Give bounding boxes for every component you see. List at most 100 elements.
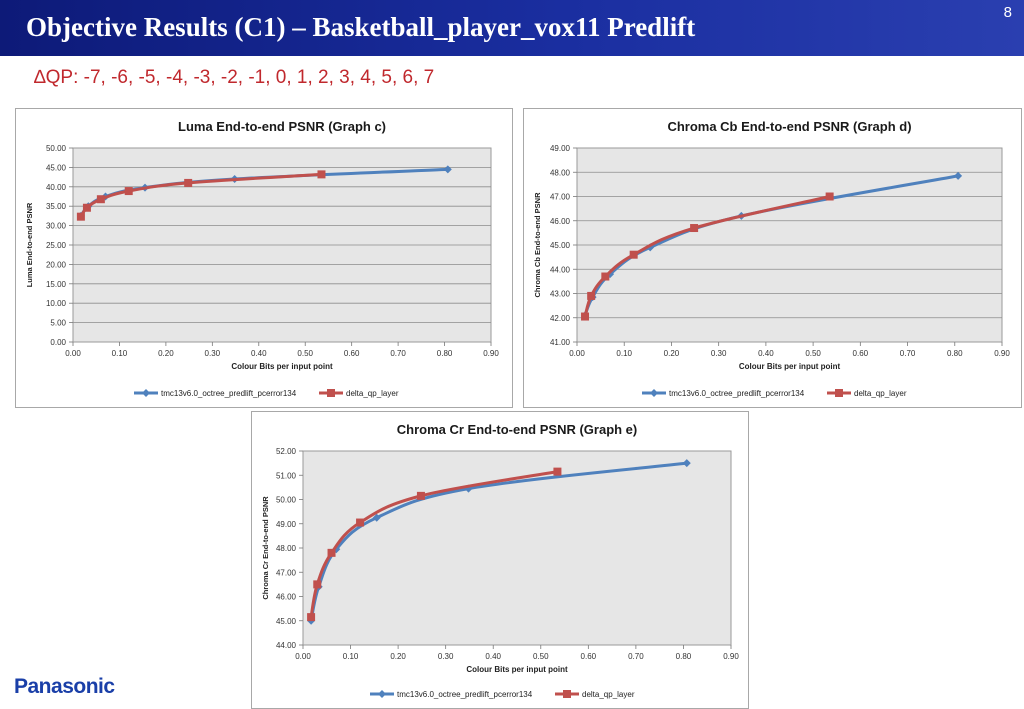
chart-cr-ytick-label: 45.00 <box>276 617 297 626</box>
chart-luma-legend-label-1: tmc13v6.0_octree_predlift_pcerror134 <box>161 389 297 398</box>
chart-luma-xtick-label: 0.90 <box>483 349 499 358</box>
chart-cb-xtick-label: 0.20 <box>664 349 680 358</box>
chart-cr-ytick-label: 48.00 <box>276 544 297 553</box>
chart-cb-legend-label-1: tmc13v6.0_octree_predlift_pcerror134 <box>669 389 805 398</box>
chart-cr-ytick-label: 49.00 <box>276 520 297 529</box>
chart-luma-xtick-label: 0.60 <box>344 349 360 358</box>
chart-cr-xtick-label: 0.20 <box>390 652 406 661</box>
chart-luma-ytick-label: 50.00 <box>46 144 67 153</box>
chroma-cr-psnr-chart: Chroma Cr End-to-end PSNR (Graph e) 44.00… <box>251 411 749 709</box>
chart-cr-xlabel: Colour Bits per input point <box>466 665 568 674</box>
chart-cr-xtick-label: 0.40 <box>485 652 501 661</box>
luma-psnr-chart: Luma End-to-end PSNR (Graph c) 0.00 5.00 10… <box>15 108 513 408</box>
chart-luma-ytick-label: 40.00 <box>46 183 67 192</box>
chart-cr-series-2-point <box>553 467 562 476</box>
chart-cr-ytick-label: 50.00 <box>276 496 297 505</box>
chart-luma-xtick-label: 0.10 <box>112 349 128 358</box>
chart-luma-xtick-label: 0.50 <box>297 349 313 358</box>
chart-luma-ytick-label: 35.00 <box>46 202 67 211</box>
chart-cr-series-2-point <box>356 518 365 527</box>
delta-qp-list: ∆QP: -7, -6, -5, -4, -3, -2, -1, 0, 1, 2… <box>34 67 435 88</box>
chart-cb-ytick-label: 41.00 <box>550 338 571 347</box>
chart-cb-ytick-label: 42.00 <box>550 314 571 323</box>
chart-cr-plot-area <box>302 450 732 646</box>
chart-cb-xtick-label: 0.10 <box>616 349 632 358</box>
chart-luma-title: Luma End-to-end PSNR (Graph c) <box>178 119 386 134</box>
chart-cb-ytick-label: 43.00 <box>550 290 571 299</box>
chart-cb-ytick-label: 48.00 <box>550 168 571 177</box>
chart-cr-ytick-label: 52.00 <box>276 447 297 456</box>
chart-cr-legend-label-2: delta_qp_layer <box>582 690 635 699</box>
chart-luma-series-2-point <box>82 203 91 212</box>
chart-cr-series-2-point <box>313 580 322 589</box>
chart-cr-ytick-label: 51.00 <box>276 471 297 480</box>
chart-luma-ytick-label: 30.00 <box>46 222 67 231</box>
chart-cb-ytick-label: 46.00 <box>550 217 571 226</box>
chroma-cb-psnr-chart: Chroma Cb End-to-end PSNR (Graph d) 41.00… <box>523 108 1022 408</box>
chart-cr-legend-marker-2 <box>563 690 571 698</box>
chart-luma-xtick-label: 0.00 <box>65 349 81 358</box>
chart-cb-xlabel: Colour Bits per input point <box>739 362 841 371</box>
chart-cb-legend-label-2: delta_qp_layer <box>854 389 907 398</box>
chart-cb-legend-marker-1 <box>650 389 658 397</box>
chart-cr-series-1-point <box>682 459 691 468</box>
chart-luma-ytick-label: 15.00 <box>46 280 67 289</box>
chart-cb-series-2-point <box>581 312 590 321</box>
chart-cr-ytick-label: 46.00 <box>276 593 297 602</box>
chart-luma-series-2-point <box>124 187 133 196</box>
chart-cr-series-2-point <box>307 613 316 622</box>
chart-luma-ytick-label: 0.00 <box>50 338 66 347</box>
chart-cb-ytick-label: 49.00 <box>550 144 571 153</box>
chart-cr-legend-label-1: tmc13v6.0_octree_predlift_pcerror134 <box>397 690 533 699</box>
chart-cb-xtick-label: 0.80 <box>947 349 963 358</box>
chart-cb-series-2-point <box>825 192 834 201</box>
chart-cr-legend-marker-1 <box>378 690 386 698</box>
chart-luma-ytick-label: 5.00 <box>50 319 66 328</box>
chart-cb-xtick-label: 0.30 <box>711 349 727 358</box>
chart-luma-xtick-label: 0.70 <box>390 349 406 358</box>
chart-cb-xtick-label: 0.50 <box>805 349 821 358</box>
chart-cr-xtick-label: 0.80 <box>676 652 692 661</box>
chart-cr-xtick-label: 0.90 <box>723 652 739 661</box>
chart-cb-series-2-point <box>629 250 638 259</box>
chart-cr-series-2-point <box>416 491 425 500</box>
chart-cr-xtick-label: 0.00 <box>295 652 311 661</box>
chart-cr-ytick-label: 47.00 <box>276 568 297 577</box>
chart-cb-series-2-point <box>601 272 610 281</box>
chart-cr-ylabel: Chroma Cr End-to-end PSNR <box>261 496 270 600</box>
chart-cr-xtick-label: 0.70 <box>628 652 644 661</box>
chart-cb-ytick-label: 45.00 <box>550 241 571 250</box>
chart-cb-ytick-label: 44.00 <box>550 265 571 274</box>
chart-cb-legend-marker-2 <box>835 389 843 397</box>
chart-luma-series-2-point <box>76 212 85 221</box>
chart-cb-series-1-point <box>954 171 963 180</box>
chart-cb-series-2-point <box>587 291 596 300</box>
chart-luma-svg: Luma End-to-end PSNR (Graph c) 0.00 5.00 10… <box>25 119 499 398</box>
chart-cb-series-2-point <box>690 224 699 233</box>
chart-cb-xtick-label: 0.00 <box>569 349 585 358</box>
chart-luma-series-1-point <box>443 165 452 174</box>
chart-luma-series-2-point <box>96 195 105 204</box>
chart-cr-series-1-point <box>372 513 381 522</box>
title-bar: Objective Results (C1) – Basketball_play… <box>0 0 1024 56</box>
chart-luma-ylabel: Luma End-to-end PSNR <box>25 202 34 287</box>
chart-luma-ytick-label: 25.00 <box>46 241 67 250</box>
chart-cr-xtick-label: 0.10 <box>343 652 359 661</box>
chart-cb-title: Chroma Cb End-to-end PSNR (Graph d) <box>667 119 911 134</box>
chart-luma-ytick-label: 20.00 <box>46 260 67 269</box>
chart-luma-xtick-label: 0.20 <box>158 349 174 358</box>
chart-cr-xtick-label: 0.30 <box>438 652 454 661</box>
chart-luma-xlabel: Colour Bits per input point <box>231 362 333 371</box>
chart-cr-ytick-label: 44.00 <box>276 641 297 650</box>
chart-cr-svg: Chroma Cr End-to-end PSNR (Graph e) 44.00… <box>261 422 739 699</box>
slide-title: Objective Results (C1) – Basketball_play… <box>26 12 696 42</box>
chart-luma-xtick-label: 0.80 <box>437 349 453 358</box>
chart-luma-series-2-point <box>184 178 193 187</box>
chart-cb-ytick-label: 47.00 <box>550 193 571 202</box>
chart-cr-xtick-label: 0.60 <box>581 652 597 661</box>
chart-cr-series-2-point <box>327 548 336 557</box>
chart-luma-legend-marker-2 <box>327 389 335 397</box>
chart-luma-series-2-point <box>317 170 326 179</box>
chart-cr-title: Chroma Cr End-to-end PSNR (Graph e) <box>397 422 638 437</box>
chart-luma-ytick-label: 45.00 <box>46 163 67 172</box>
